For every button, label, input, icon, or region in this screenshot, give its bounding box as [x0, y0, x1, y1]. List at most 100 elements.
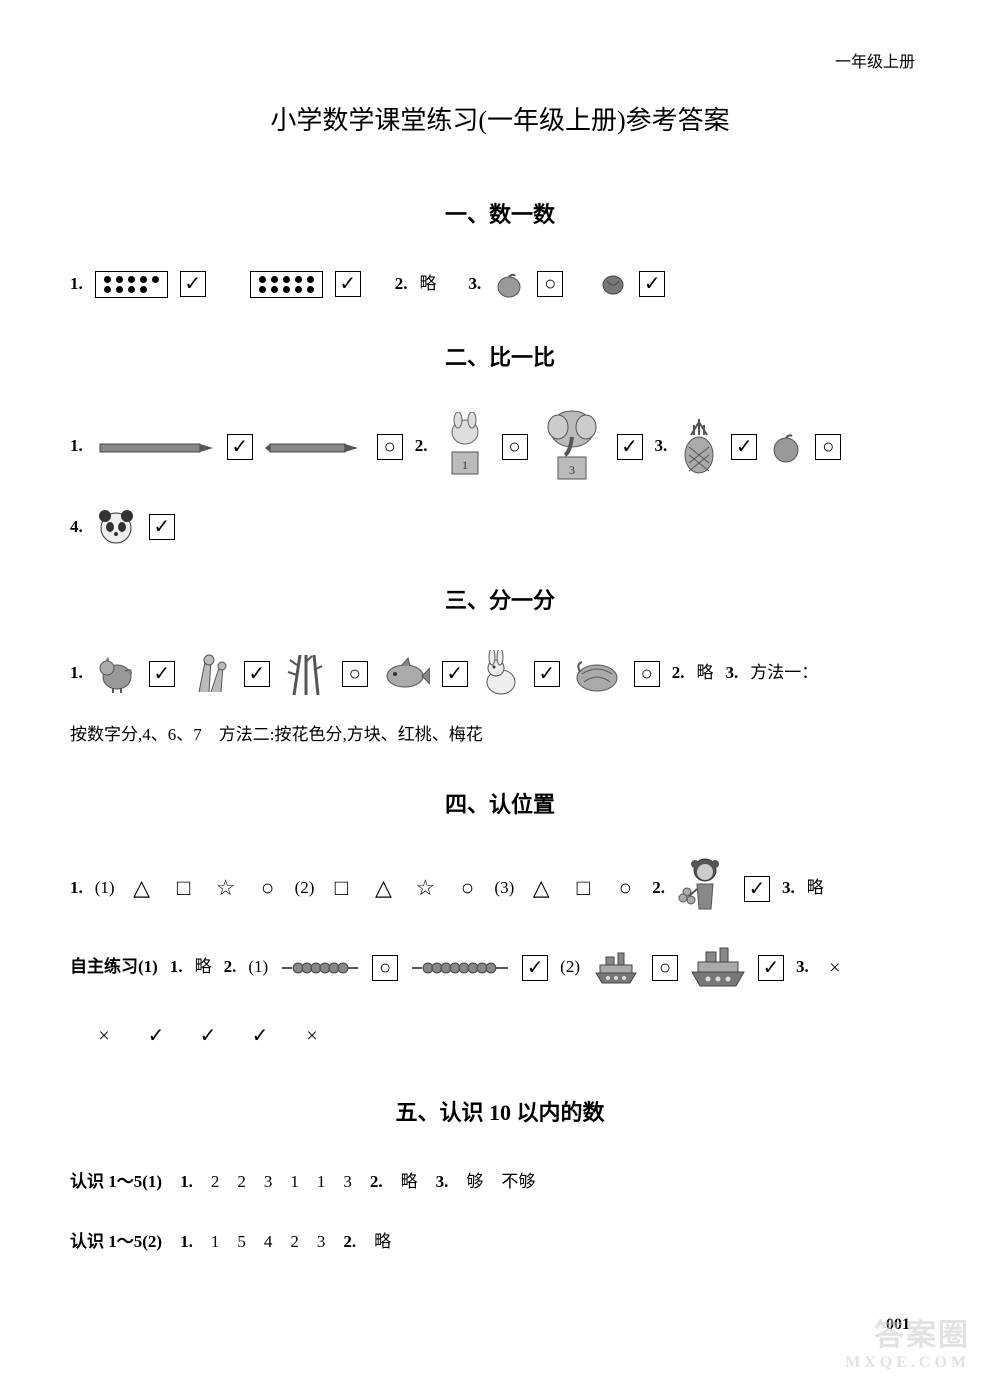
q-number: 1.: [70, 426, 83, 467]
part-label: (2): [560, 947, 580, 988]
rabbit-icon: [480, 650, 522, 698]
check-box: ✓: [731, 434, 757, 460]
square-shape: □: [169, 862, 199, 915]
mark-x: ×: [821, 944, 849, 992]
mark: ×: [90, 1012, 118, 1060]
check-box: ✓: [744, 876, 770, 902]
circle-shape: ○: [610, 862, 640, 915]
section-4-row-1: 1. (1) △ □ ☆ ○ (2) □ △ ☆ ○ (3) △ □ ○ 2. …: [70, 854, 930, 924]
section-5-row-2: 认识 1～5(2) 1. 1 5 4 2 3 2. 略: [70, 1222, 930, 1263]
panda-icon: [95, 508, 137, 546]
section-2-title: 二、比一比: [70, 340, 930, 372]
watermark: 答案圈 MXQE.COM: [845, 1310, 970, 1372]
value: 1: [290, 1162, 299, 1203]
circle-shape: ○: [452, 862, 482, 915]
mark: ×: [298, 1012, 326, 1060]
elephant-block-icon: 3: [540, 407, 605, 487]
value: 2: [290, 1222, 299, 1263]
circle-box: ○: [634, 661, 660, 687]
cabbage-icon: [572, 654, 622, 694]
value: 3: [264, 1162, 273, 1203]
q-number: 3.: [436, 1162, 449, 1203]
q-number: 2.: [415, 426, 428, 467]
section-1-row: 1. ✓ ✓ 2. 略 3. ○ ✓: [70, 264, 930, 305]
section-3-title: 三、分一分: [70, 583, 930, 615]
q-number: 2.: [224, 947, 237, 988]
check-box: ✓: [442, 661, 468, 687]
svg-text:1: 1: [462, 458, 468, 472]
peach-icon: [493, 270, 525, 298]
value: 4: [264, 1222, 273, 1263]
answer-text: 略: [697, 653, 714, 694]
pencil-short-icon: [265, 437, 365, 457]
value: 2: [211, 1162, 220, 1203]
check-box: ✓: [227, 434, 253, 460]
answer-text: 不够: [501, 1162, 535, 1203]
answer-text: 够: [466, 1162, 483, 1203]
value: 3: [343, 1162, 352, 1203]
caterpillar-short-icon: [280, 958, 360, 978]
self-practice-label: 自主练习(1): [70, 947, 158, 988]
part-label: (3): [494, 868, 514, 909]
value: 3: [317, 1222, 326, 1263]
girl-flowers-icon: [677, 854, 732, 924]
section-4-title: 四、认位置: [70, 787, 930, 819]
circle-box: ○: [342, 661, 368, 687]
check-box: ✓: [244, 661, 270, 687]
answer-text: 略: [195, 947, 212, 988]
bamboo-icon: [282, 650, 330, 698]
section-2-row-2: 4. ✓: [70, 507, 930, 548]
section-3-row: 1. ✓ ✓ ○ ✓ ✓ ○ 2. 略 3. 方法一：: [70, 650, 930, 698]
section-4-row-2: 自主练习(1) 1. 略 2. (1) ○ ✓ (2) ○ ✓ 3. ×: [70, 944, 930, 992]
fish-icon: [380, 654, 430, 694]
part-label: (1): [95, 868, 115, 909]
square-shape: □: [568, 862, 598, 915]
check-box: ✓: [617, 434, 643, 460]
answer-text: 略: [807, 868, 824, 909]
circle-box: ○: [377, 434, 403, 460]
star-shape: ☆: [410, 862, 440, 915]
section-5-title: 五、认识 10 以内的数: [70, 1095, 930, 1127]
chicken-icon: [95, 653, 137, 695]
q-number: 2.: [395, 264, 408, 305]
q-number: 3.: [469, 264, 482, 305]
section-3-continuation: 按数字分,4、6、7 方法二:按花色分,方块、红桃、梅花: [70, 718, 930, 752]
q-number: 3.: [796, 947, 809, 988]
answer-text: 方法一：: [750, 653, 818, 694]
mark: ✓: [194, 1012, 222, 1060]
circle-shape: ○: [253, 862, 283, 915]
q-number: 1.: [180, 1222, 193, 1263]
section-4-marks-row: × ✓ ✓ ✓ ×: [70, 1012, 930, 1060]
value: 5: [237, 1222, 246, 1263]
q-number: 1.: [70, 264, 83, 305]
value: 1: [317, 1162, 326, 1203]
q-number: 2.: [343, 1222, 356, 1263]
check-box: ✓: [522, 955, 548, 981]
part-label: (2): [295, 868, 315, 909]
dots-box-9: [95, 271, 168, 298]
q-number: 1.: [70, 653, 83, 694]
answer-text: 略: [401, 1162, 418, 1203]
mark: ✓: [142, 1012, 170, 1060]
giraffe-icon: [187, 650, 232, 698]
check-box: ✓: [639, 271, 665, 297]
check-box: ✓: [149, 514, 175, 540]
part-label: (1): [248, 947, 268, 988]
rabbit-block-icon: 1: [440, 412, 490, 482]
check-box: ✓: [180, 271, 206, 297]
circle-box: ○: [537, 271, 563, 297]
circle-box: ○: [502, 434, 528, 460]
q-number: 1.: [170, 947, 183, 988]
q-number: 3.: [655, 426, 668, 467]
pencil-long-icon: [95, 437, 215, 457]
q-number: 4.: [70, 507, 83, 548]
value: 1: [211, 1222, 220, 1263]
watermark-sub: MXQE.COM: [845, 1354, 970, 1372]
apple-icon: [769, 430, 803, 464]
q-number: 2.: [672, 653, 685, 694]
triangle-shape: △: [526, 862, 556, 915]
section-2-row-1: 1. ✓ ○ 2. 1 ○ 3 ✓ 3. ✓ ○: [70, 407, 930, 487]
ship-small-icon: [592, 949, 640, 987]
page-header-right: 一年级上册: [835, 48, 915, 72]
subsection-label: 认识 1～5(2): [70, 1222, 162, 1263]
